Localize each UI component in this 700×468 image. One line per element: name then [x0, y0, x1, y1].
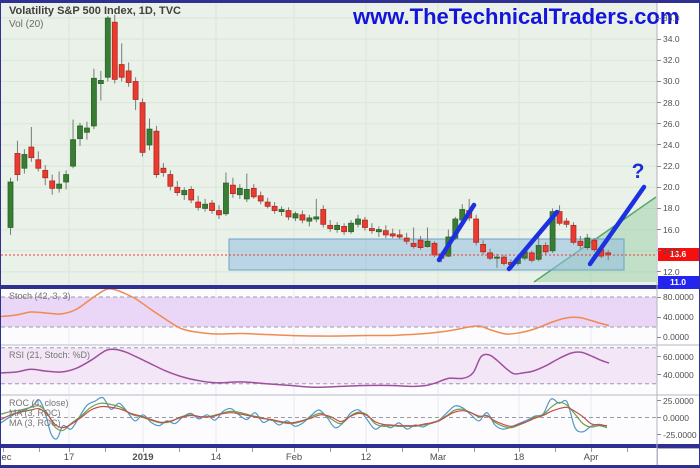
ma2-line [1, 405, 608, 429]
price-axis-scale[interactable] [657, 1, 699, 448]
watermark-link[interactable]: www.TheTechnicalTraders.com [353, 4, 680, 29]
time-axis-scale[interactable] [1, 448, 657, 465]
axis-corner-box [657, 448, 699, 465]
candlestick-series [7, 14, 612, 269]
ma1-line [1, 401, 608, 432]
low-price-badge: 11.0 [657, 276, 699, 289]
stoch-line [1, 288, 610, 337]
roc-line [1, 396, 608, 440]
rsi-line [1, 348, 610, 389]
last-price-badge: 13.6 [657, 248, 699, 262]
